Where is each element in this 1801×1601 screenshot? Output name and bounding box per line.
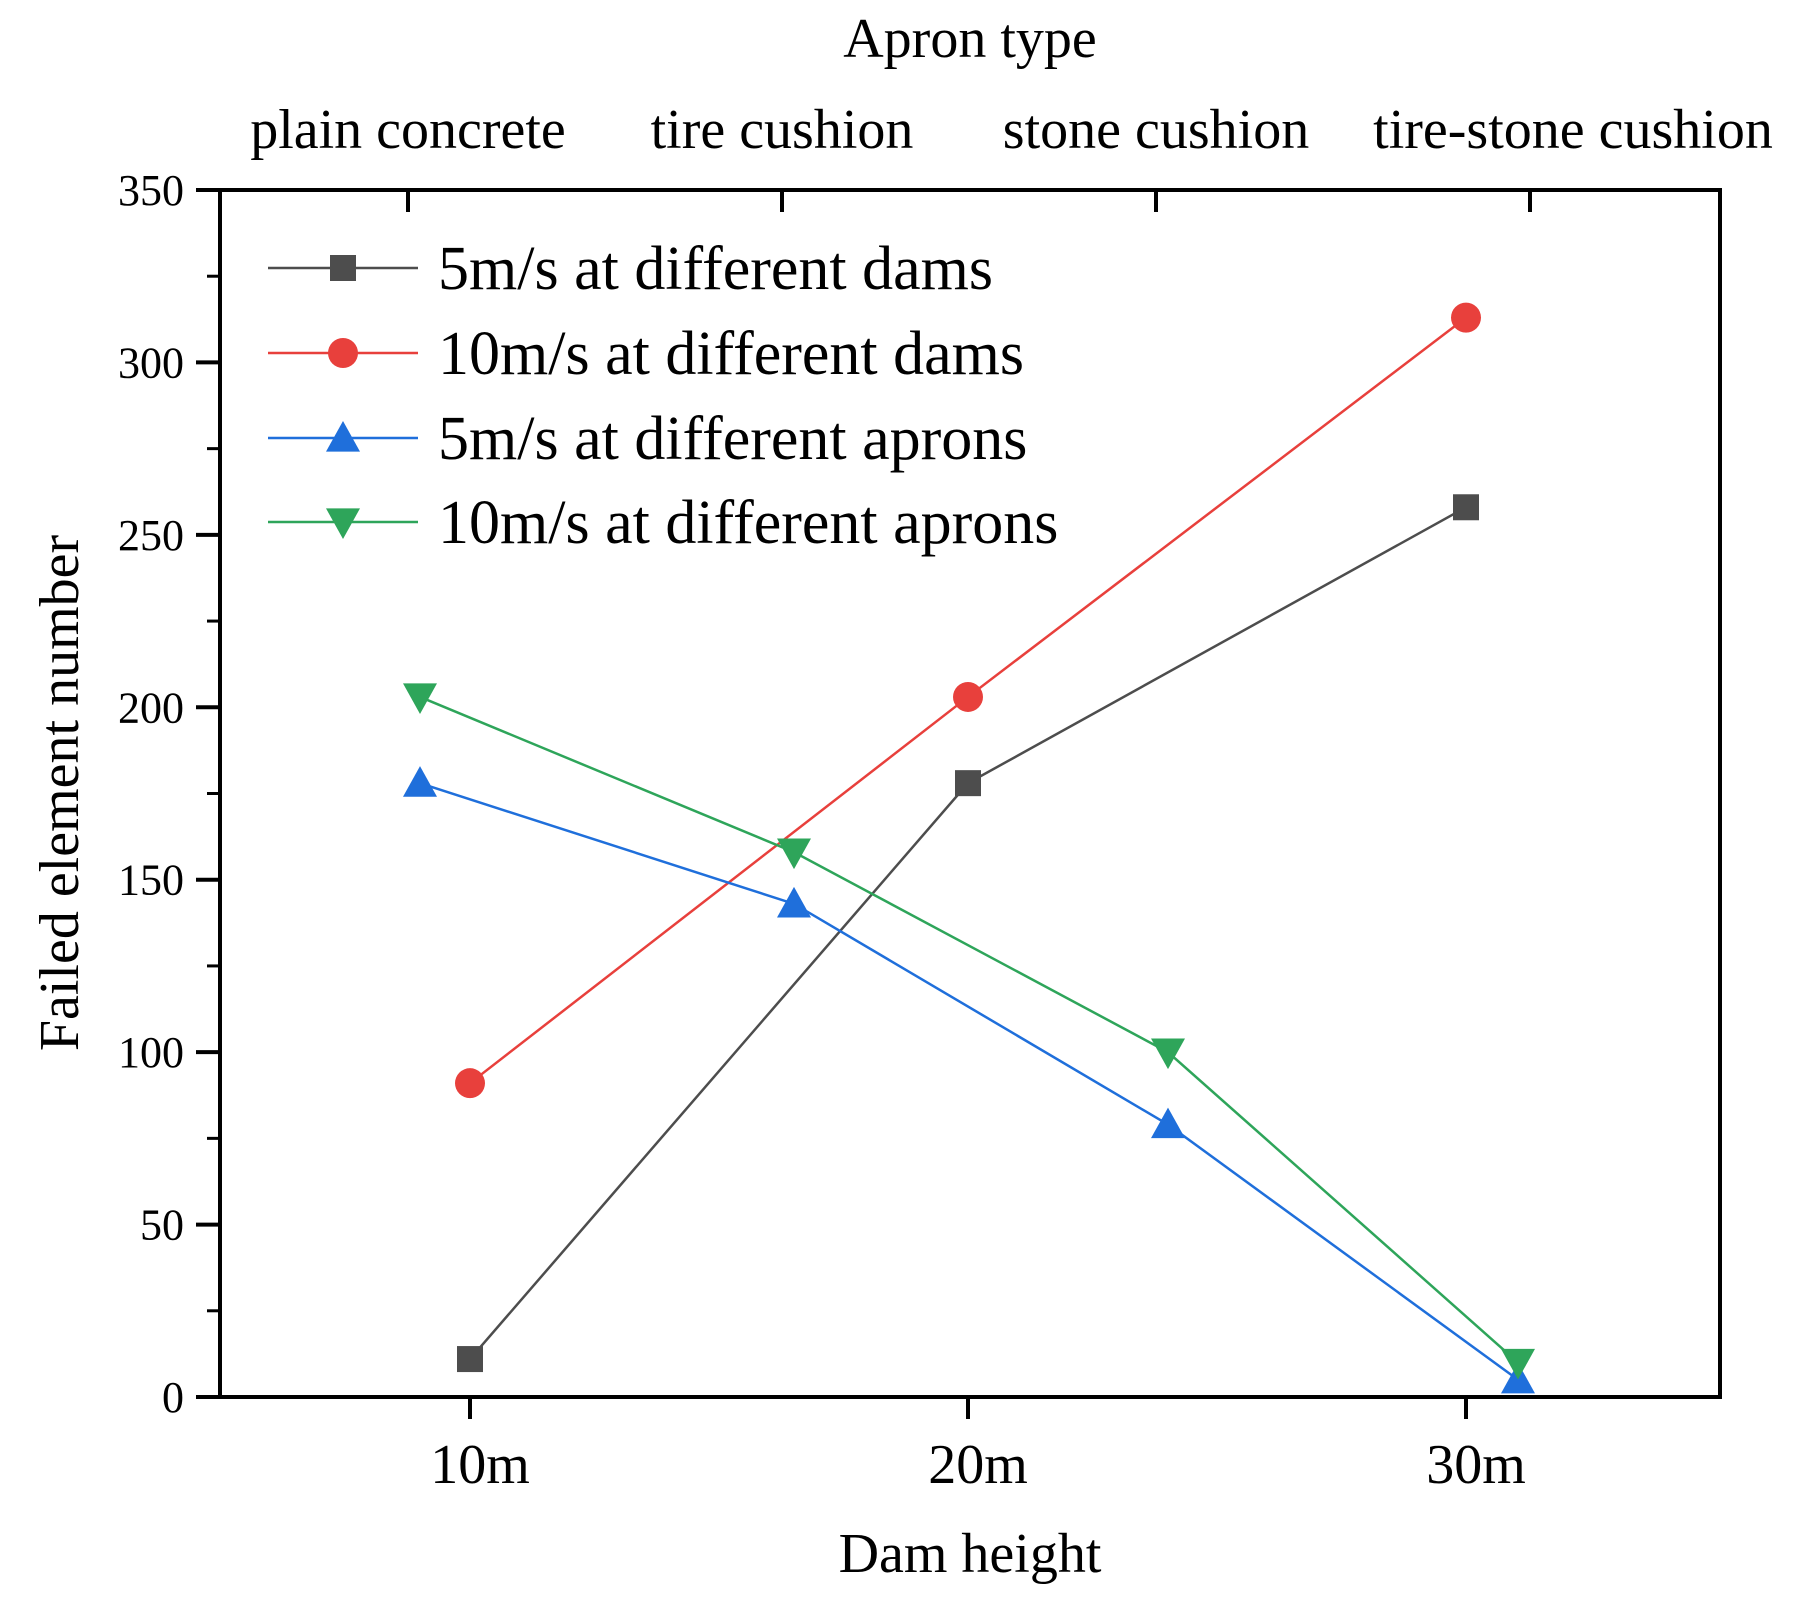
- data-point: [455, 1068, 485, 1099]
- data-point: [403, 683, 437, 714]
- x-top-axis: plain concrete tire cushion stone cushion t…: [250, 99, 1773, 212]
- legend-label: 10m/s at different aprons: [438, 489, 1058, 557]
- legend: 5m/s at different dams 10m/s at different…: [268, 235, 1058, 557]
- data-point: [1453, 494, 1479, 521]
- y-tick-label: 350: [118, 166, 184, 215]
- data-point: [457, 1346, 483, 1373]
- data-point: [955, 770, 981, 797]
- data-point: [953, 681, 983, 712]
- data-point: [777, 886, 811, 918]
- x-bottom-tick-label: 30m: [1426, 1434, 1526, 1496]
- data-point: [1451, 302, 1481, 333]
- y-tick-label: 150: [118, 856, 184, 905]
- legend-label: 10m/s at different dams: [438, 320, 1024, 388]
- legend-marker: [326, 421, 360, 452]
- series-line: [469, 506, 1467, 1360]
- x-top-tick-label: tire cushion: [651, 99, 914, 161]
- x-top-tick-label: stone cushion: [1003, 99, 1309, 161]
- x-axis-title: Dam height: [839, 1523, 1102, 1585]
- series-1: [457, 494, 1479, 1373]
- x-bottom-axis: 10m 20m 30m: [430, 1397, 1526, 1496]
- data-point: [1151, 1107, 1185, 1139]
- y-tick-label: 50: [140, 1201, 184, 1250]
- y-axis: 0 50 100 150 200 250 300 350: [118, 166, 220, 1422]
- y-tick-label: 100: [118, 1028, 184, 1077]
- series-4: [403, 683, 1535, 1380]
- y-axis-title: Failed element number: [29, 535, 91, 1052]
- legend-marker: [326, 508, 360, 539]
- y-tick-label: 250: [118, 511, 184, 560]
- y-tick-label: 300: [118, 338, 184, 387]
- x-bottom-tick-label: 10m: [430, 1434, 530, 1496]
- x-top-tick-label: tire-stone cushion: [1373, 99, 1773, 161]
- series-line: [419, 781, 1519, 1381]
- top-axis-title: Apron type: [843, 8, 1097, 70]
- x-bottom-tick-label: 20m: [928, 1434, 1028, 1496]
- data-point: [1151, 1038, 1185, 1070]
- y-tick-label: 200: [118, 683, 184, 732]
- legend-label: 5m/s at different dams: [438, 235, 993, 303]
- legend-label: 5m/s at different aprons: [438, 405, 1027, 473]
- data-point: [403, 766, 437, 797]
- series-line: [419, 695, 1519, 1364]
- data-point: [1501, 1348, 1535, 1380]
- x-top-tick-label: plain concrete: [250, 99, 566, 161]
- series-layer: [403, 302, 1535, 1394]
- legend-marker: [330, 255, 356, 281]
- legend-marker: [328, 338, 358, 368]
- y-tick-label: 0: [162, 1373, 184, 1422]
- series-3: [403, 766, 1535, 1394]
- series-2: [455, 302, 1481, 1099]
- data-point: [777, 838, 811, 870]
